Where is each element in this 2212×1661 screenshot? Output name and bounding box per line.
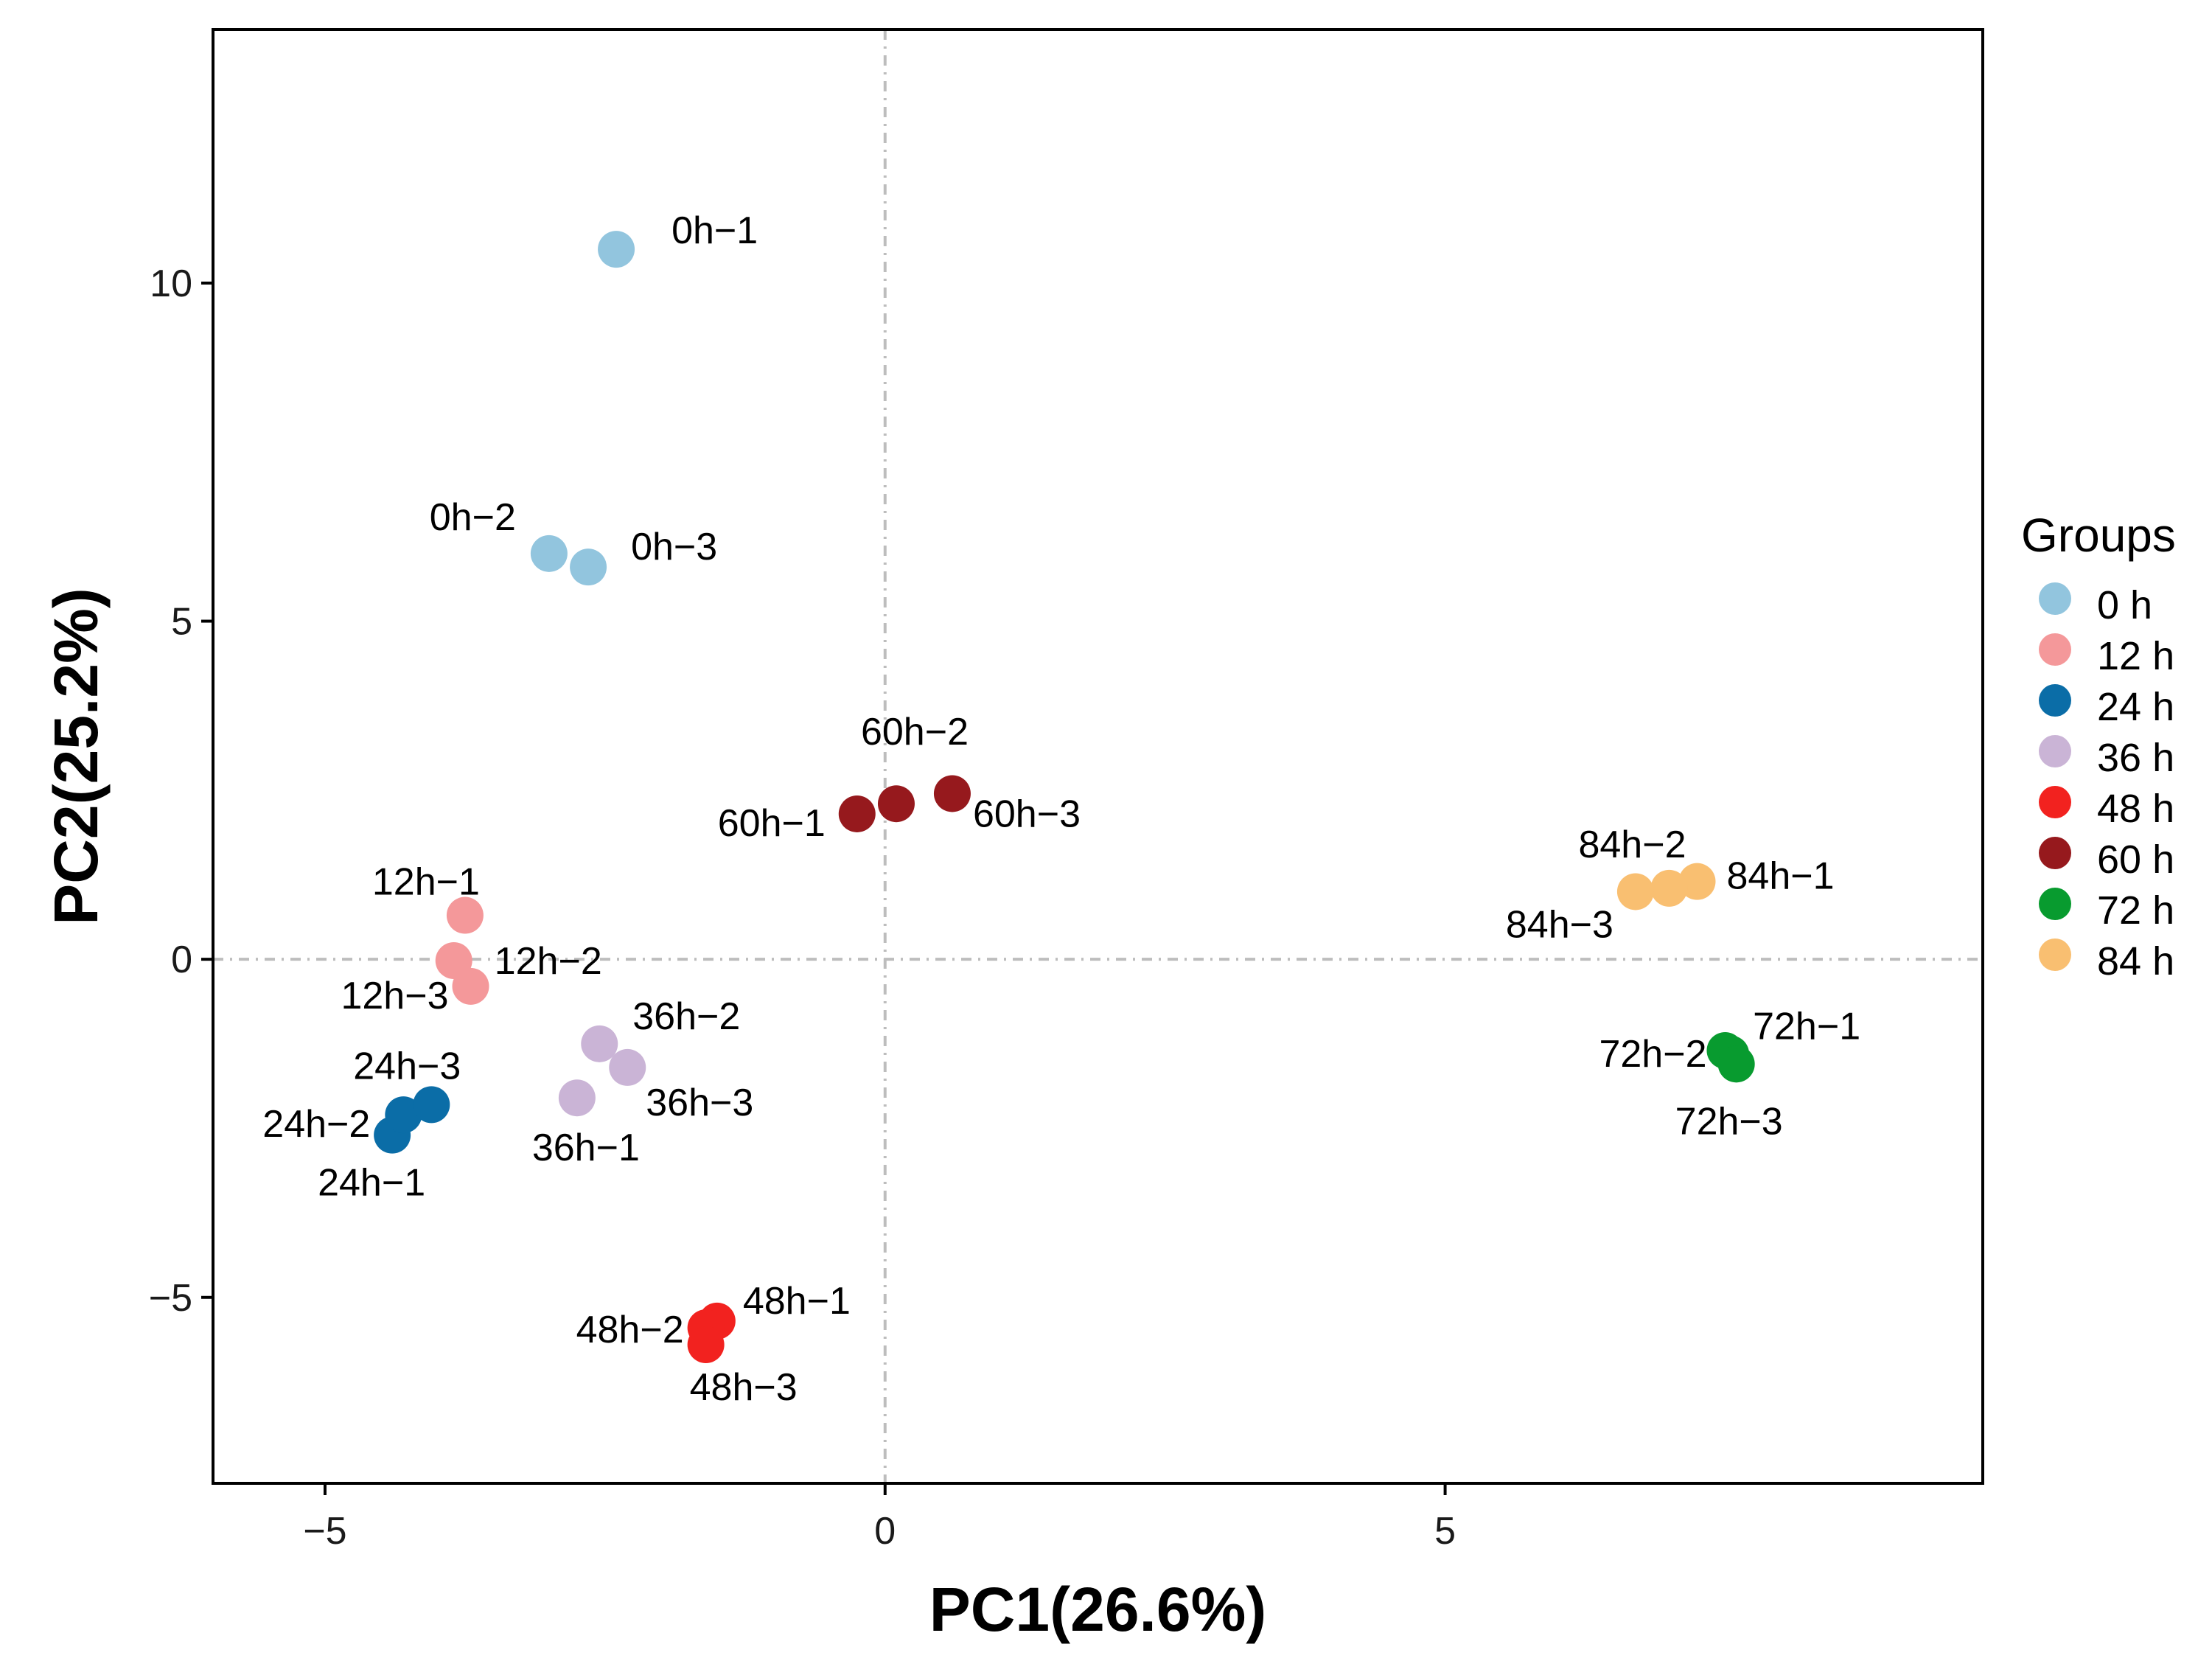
- legend-title: Groups: [2021, 509, 2176, 562]
- data-point: [581, 1025, 618, 1062]
- point-label: 84h−3: [1506, 903, 1613, 946]
- legend-marker: [2039, 735, 2071, 767]
- data-point: [933, 775, 971, 812]
- legend-label: 24 h: [2097, 685, 2174, 729]
- x-tick-label: 0: [874, 1510, 896, 1553]
- data-point: [687, 1326, 725, 1363]
- legend-label: 36 h: [2097, 736, 2174, 780]
- point-label: 84h−2: [1578, 823, 1686, 866]
- data-point: [1717, 1045, 1755, 1083]
- point-label: 60h−3: [973, 793, 1081, 835]
- data-point: [598, 231, 635, 268]
- legend-label: 0 h: [2097, 583, 2152, 627]
- data-point: [609, 1048, 646, 1086]
- legend-label: 48 h: [2097, 787, 2174, 831]
- point-label: 12h−1: [372, 861, 480, 904]
- point-label: 60h−2: [861, 711, 969, 753]
- x-axis-title: PC1(26.6%): [929, 1575, 1267, 1644]
- point-label: 36h−3: [646, 1082, 753, 1124]
- legend-marker: [2039, 786, 2071, 818]
- reference-lines: [213, 29, 1983, 1483]
- point-label: 36h−1: [532, 1127, 640, 1169]
- y-tick-label: 10: [150, 262, 192, 305]
- legend-label: 72 h: [2097, 888, 2174, 933]
- point-label: 12h−2: [495, 940, 602, 983]
- legend-label: 84 h: [2097, 939, 2174, 983]
- point-label: 0h−3: [631, 526, 717, 568]
- point-label: 48h−3: [690, 1366, 798, 1409]
- plot-frame: [212, 28, 1984, 1485]
- data-point: [838, 795, 876, 832]
- data-point: [570, 549, 607, 586]
- point-label: 72h−1: [1753, 1006, 1860, 1048]
- point-label: 48h−2: [576, 1309, 684, 1351]
- point-label: 36h−2: [632, 995, 740, 1038]
- legend-marker: [2039, 633, 2071, 666]
- legend-marker: [2039, 582, 2071, 615]
- y-tick-label: 0: [171, 939, 192, 981]
- data-point: [452, 967, 489, 1005]
- y-tick-label: 5: [171, 601, 192, 644]
- data-point: [1678, 863, 1716, 900]
- point-labels: 0h−1 0h−2 0h−3 12h−1 12h−2 12h−3 24h−1 24h−2 24h…: [262, 209, 1860, 1409]
- point-label: 24h−3: [353, 1045, 461, 1087]
- x-axis-ticks: −5 0 5: [303, 1483, 1456, 1553]
- legend-marker: [2039, 939, 2071, 971]
- data-point: [413, 1086, 450, 1124]
- point-label: 12h−3: [341, 975, 448, 1017]
- data-points: [374, 231, 1755, 1363]
- y-axis-ticks: −5 0 5 10: [149, 262, 213, 1320]
- point-label: 48h−1: [743, 1280, 851, 1323]
- data-point: [1616, 873, 1654, 910]
- legend-label: 60 h: [2097, 838, 2174, 882]
- point-label: 84h−1: [1726, 855, 1834, 898]
- x-tick-label: −5: [303, 1510, 346, 1553]
- point-label: 72h−3: [1675, 1100, 1783, 1143]
- data-point: [385, 1096, 422, 1134]
- legend-marker: [2039, 888, 2071, 920]
- data-point: [530, 534, 568, 572]
- y-axis-title: PC2(25.2%): [41, 588, 111, 925]
- point-label: 24h−1: [318, 1162, 425, 1205]
- data-point: [877, 785, 915, 823]
- data-point: [1650, 869, 1688, 907]
- point-label: 24h−2: [262, 1103, 370, 1146]
- legend: Groups 0 h 12 h 24 h 36 h 48 h 60 h 72 h 84 h: [2021, 509, 2176, 983]
- point-label: 60h−1: [718, 802, 826, 845]
- y-tick-label: −5: [149, 1277, 192, 1320]
- data-point: [446, 896, 484, 934]
- legend-marker: [2039, 684, 2071, 717]
- point-label: 72h−2: [1599, 1033, 1706, 1076]
- legend-label: 12 h: [2097, 634, 2174, 678]
- legend-marker: [2039, 837, 2071, 869]
- point-label: 0h−1: [671, 209, 758, 252]
- data-point: [558, 1079, 596, 1117]
- x-tick-label: 5: [1434, 1510, 1456, 1553]
- point-label: 0h−2: [430, 496, 516, 539]
